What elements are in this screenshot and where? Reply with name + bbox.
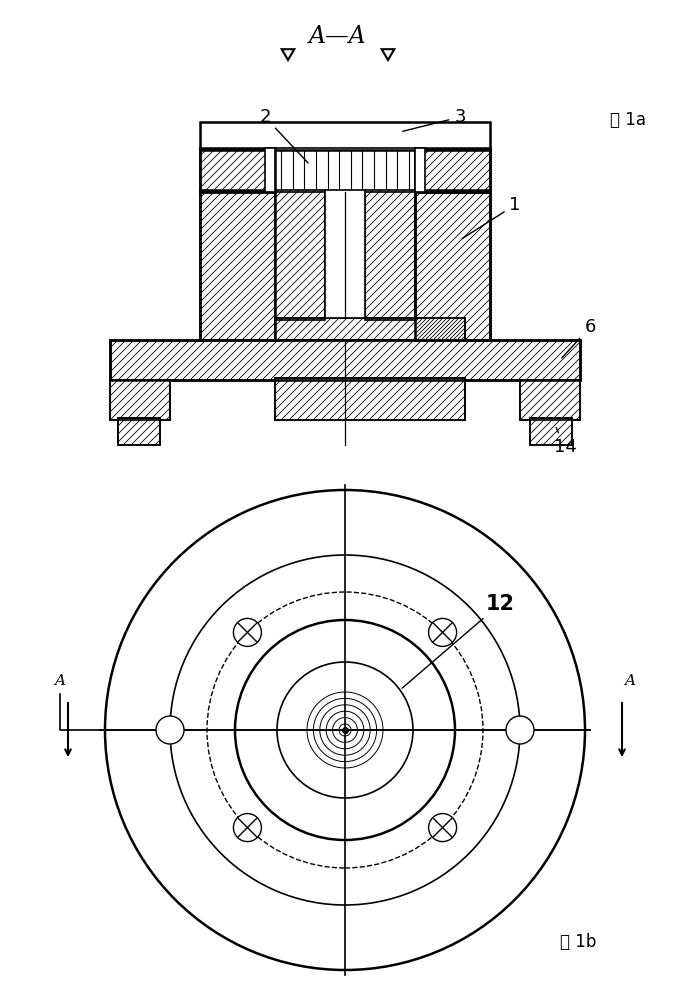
Bar <box>200 148 275 192</box>
Circle shape <box>233 814 262 842</box>
Bar <box>200 190 275 340</box>
Text: 1: 1 <box>462 196 521 239</box>
Bar <box>415 148 490 192</box>
Bar <box>275 318 465 340</box>
Text: 6: 6 <box>562 318 595 358</box>
Bar <box>275 190 325 320</box>
Bar <box>415 190 490 340</box>
Bar <box>530 418 572 445</box>
Bar <box>365 190 415 320</box>
Bar <box>415 148 425 192</box>
Text: 图 1b: 图 1b <box>560 933 596 951</box>
Bar <box>275 148 415 192</box>
Circle shape <box>428 814 457 842</box>
Bar <box>118 418 160 445</box>
Bar <box>200 122 490 150</box>
Bar <box>275 378 465 420</box>
Text: 3: 3 <box>403 108 466 131</box>
Circle shape <box>105 490 585 970</box>
Circle shape <box>506 716 534 744</box>
Text: A: A <box>55 674 66 688</box>
Bar <box>275 190 325 320</box>
Bar <box>200 190 275 340</box>
Circle shape <box>428 618 457 646</box>
Circle shape <box>170 555 520 905</box>
Bar <box>110 380 170 420</box>
Text: 图 1a: 图 1a <box>610 111 646 129</box>
Bar <box>520 380 580 420</box>
Bar <box>415 190 490 340</box>
Circle shape <box>156 716 184 744</box>
Circle shape <box>233 618 262 646</box>
Circle shape <box>235 620 455 840</box>
Bar <box>415 148 490 192</box>
Bar <box>110 340 580 380</box>
Bar <box>265 148 275 192</box>
Bar <box>110 380 170 420</box>
Bar <box>530 418 572 445</box>
Text: 12: 12 <box>402 594 515 688</box>
Bar <box>118 418 160 445</box>
Circle shape <box>277 662 413 798</box>
Text: A—A: A—A <box>309 25 367 48</box>
Text: 2: 2 <box>259 108 308 163</box>
Bar <box>275 318 465 340</box>
Bar <box>200 148 275 192</box>
Bar <box>520 380 580 420</box>
Text: 14: 14 <box>553 428 576 456</box>
Bar <box>325 190 365 318</box>
Bar <box>110 340 580 380</box>
Text: A: A <box>624 674 635 688</box>
Bar <box>275 378 465 420</box>
Bar <box>365 190 415 320</box>
